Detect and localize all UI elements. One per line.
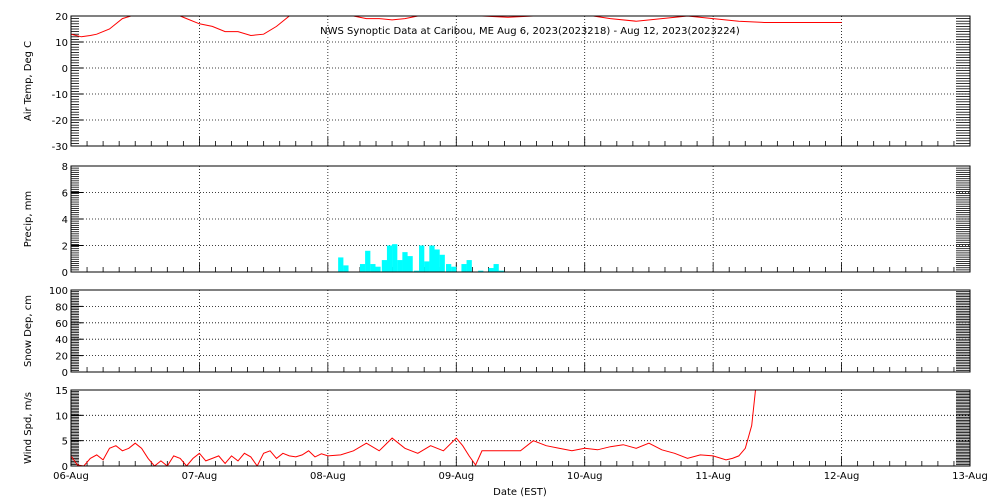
airtemp-ylabel: Air Temp, Deg C xyxy=(23,41,34,121)
precip-frame xyxy=(70,165,971,273)
precip-bar xyxy=(359,264,366,272)
precip-bar xyxy=(446,264,452,272)
precip-bar xyxy=(365,250,371,272)
x-tick-label: 08-Aug xyxy=(310,471,346,482)
snowdepth-ytick-label: 40 xyxy=(55,335,68,346)
precip-bar xyxy=(419,245,425,272)
airtemp-ytick-label: 20 xyxy=(55,12,68,23)
x-tick-label: 12-Aug xyxy=(824,471,860,482)
precip-ytick-label: 6 xyxy=(62,189,68,200)
precip-bar xyxy=(381,260,388,272)
windspeed-ylabel: Wind Spd, m/s xyxy=(23,392,34,464)
windspeed-frame xyxy=(70,389,971,467)
windspeed-ytick-label: 15 xyxy=(55,386,68,397)
precip-bar xyxy=(434,249,440,272)
x-tick-label: 13-Aug xyxy=(952,471,988,482)
precip-ytick-label: 4 xyxy=(62,215,68,226)
precip-bar xyxy=(343,265,349,272)
snowdepth-ytick-label: 80 xyxy=(55,302,68,313)
precip-bar xyxy=(402,252,408,272)
airtemp-ytick-label: 10 xyxy=(55,38,68,49)
airtemp-frame xyxy=(70,15,971,147)
airtemp-ytick-label: 0 xyxy=(62,64,68,75)
precip-bar xyxy=(451,266,457,272)
windspeed-ytick-label: 10 xyxy=(55,411,68,422)
precip-bar xyxy=(386,245,393,272)
x-tick-label: 10-Aug xyxy=(567,471,603,482)
precip-bar xyxy=(429,245,435,272)
precip-bar xyxy=(498,270,504,272)
precip-bar xyxy=(493,264,499,272)
snowdepth-ytick-label: 60 xyxy=(55,319,68,330)
precip-bar xyxy=(370,264,376,272)
windspeed-ytick-label: 5 xyxy=(62,437,68,448)
snowdepth-ytick-label: 20 xyxy=(55,352,68,363)
precip-ytick-label: 8 xyxy=(62,162,68,173)
x-tick-label: 06-Aug xyxy=(53,471,89,482)
precip-bar xyxy=(413,270,420,272)
chart-title: NWS Synoptic Data at Caribou, ME Aug 6, … xyxy=(320,26,740,37)
x-tick-label: 09-Aug xyxy=(438,471,474,482)
snowdepth-panel: 0 20 40 60 80 100 Snow Dep, cm xyxy=(23,286,971,379)
precip-ytick-label: 2 xyxy=(62,242,68,253)
windspeed-panel: 0 5 10 15 Wind Spd, m/s 06-Aug 07-Aug 08-Aug 09-… xyxy=(23,386,988,482)
precip-bar xyxy=(424,261,430,272)
precip-bar xyxy=(338,257,344,272)
airtemp-panel: -30 -20 -10 0 10 20 Air Temp, Deg C xyxy=(23,12,971,153)
airtemp-ytick-label: -10 xyxy=(52,90,68,101)
precip-bar xyxy=(439,254,445,272)
precip-ylabel: Precip, mm xyxy=(23,191,34,247)
precip-bar xyxy=(466,260,472,272)
precip-bar xyxy=(488,268,494,272)
precip-bar xyxy=(392,244,398,272)
snowdepth-ytick-label: 0 xyxy=(62,368,68,379)
precip-bar xyxy=(478,270,484,272)
airtemp-series-line xyxy=(71,16,842,38)
x-axis-label: Date (EST) xyxy=(493,487,547,498)
precip-panel: 0 2 4 6 8 Precip, mm xyxy=(23,162,971,279)
precip-bar xyxy=(407,256,413,272)
x-tick-label: 07-Aug xyxy=(182,471,218,482)
precip-bar xyxy=(375,266,381,272)
snowdepth-frame xyxy=(70,289,971,373)
precip-bar xyxy=(461,264,467,272)
snowdepth-ytick-label: 100 xyxy=(49,286,68,297)
snowdepth-ylabel: Snow Dep, cm xyxy=(23,295,34,367)
x-tick-label: 11-Aug xyxy=(695,471,731,482)
airtemp-ytick-label: -30 xyxy=(52,142,68,153)
windspeed-series-line xyxy=(71,390,756,466)
airtemp-ytick-label: -20 xyxy=(52,116,68,127)
windspeed-ytick-label: 0 xyxy=(62,462,68,473)
precip-ytick-label: 0 xyxy=(62,268,68,279)
precip-bar xyxy=(397,260,403,272)
